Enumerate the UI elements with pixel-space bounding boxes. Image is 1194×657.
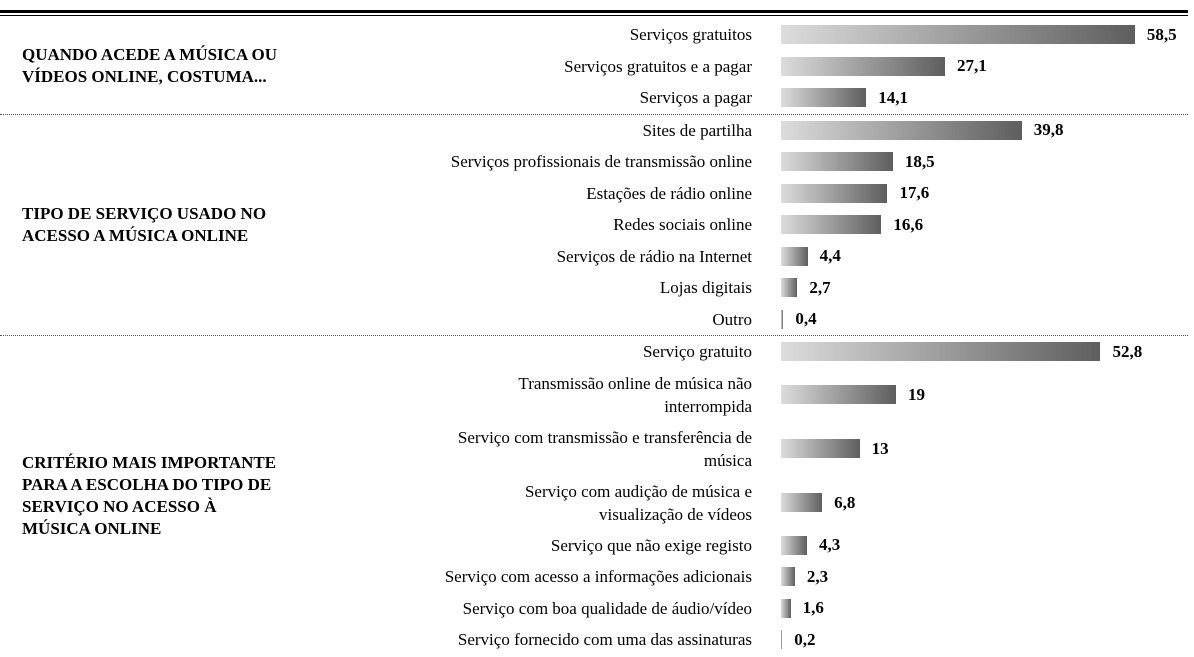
row: Lojas digitais 2,7 <box>282 272 1188 304</box>
bar <box>781 246 808 266</box>
category-label: Serviços a pagar <box>639 88 752 108</box>
bar <box>781 342 1101 362</box>
value-label: 19 <box>907 384 925 404</box>
value-label: 58,5 <box>1146 24 1177 44</box>
category-label: Serviços profissionais de transmissão on… <box>450 152 752 172</box>
value-label: 2,3 <box>806 566 829 586</box>
row: Sites de partilha 39,8 <box>282 115 1188 147</box>
rows: Serviço gratuito 52,8 Transmissão online d… <box>282 336 1188 656</box>
bar <box>781 385 896 404</box>
group-title: TIPO DE SERVIÇO USADO NO ACESSO A MÚSICA… <box>22 203 267 245</box>
value-label: 2,7 <box>809 277 831 297</box>
group-title: CRITÉRIO MAIS IMPORTANTE PARA A ESCOLHA … <box>22 452 277 538</box>
row: Serviços a pagar 14,1 <box>282 82 1188 114</box>
rows: Sites de partilha 39,8 Serviços profission… <box>282 115 1188 336</box>
row: Serviços gratuitos e a pagar 27,1 <box>282 51 1188 83</box>
category-label: Lojas digitais <box>659 278 752 298</box>
row: Serviço fornecido com uma das assinatura… <box>282 624 1188 656</box>
row: Estações de rádio online 17,6 <box>282 178 1188 210</box>
row: Transmissão online de música não interro… <box>282 368 1188 422</box>
value-label: 4,4 <box>819 246 841 266</box>
value-label: 6,8 <box>834 492 856 512</box>
group: CRITÉRIO MAIS IMPORTANTE PARA A ESCOLHA … <box>0 336 1188 656</box>
group: TIPO DE SERVIÇO USADO NO ACESSO A MÚSICA… <box>0 115 1188 336</box>
row: Serviço com boa qualidade de áudio/vídeo… <box>282 593 1188 625</box>
category-label: Serviço com transmissão e transferência … <box>457 427 752 470</box>
category-label: Outro <box>712 309 752 329</box>
value-label: 0,4 <box>795 309 817 329</box>
category-label: Serviços de rádio na Internet <box>556 246 752 266</box>
bar <box>781 493 823 512</box>
row: Redes sociais online 16,6 <box>282 209 1188 241</box>
bar <box>781 309 784 329</box>
bar <box>781 567 795 587</box>
value-label: 52,8 <box>1112 341 1143 361</box>
row: Serviços profissionais de transmissão on… <box>282 146 1188 178</box>
top-rule <box>0 10 1188 13</box>
value-label: 13 <box>871 438 889 458</box>
value-label: 18,5 <box>904 151 935 171</box>
groups: QUANDO ACEDE A MÚSICA OU VÍDEOS ONLINE, … <box>0 19 1188 656</box>
value-label: 27,1 <box>956 56 987 76</box>
category-label: Redes sociais online <box>613 215 752 235</box>
bar <box>781 120 1022 140</box>
category-label: Sites de partilha <box>642 120 752 140</box>
row: Serviços gratuitos 58,5 <box>282 19 1188 51</box>
category-label: Transmissão online de música não interro… <box>518 373 752 416</box>
value-label: 17,6 <box>899 183 930 203</box>
row: Serviço gratuito 52,8 <box>282 336 1188 368</box>
category-label: Serviços gratuitos <box>629 25 752 45</box>
value-label: 0,2 <box>794 629 816 649</box>
category-label: Serviço que não exige registo <box>550 535 752 555</box>
bar <box>781 56 945 76</box>
value-label: 16,6 <box>893 214 924 234</box>
bar <box>781 535 807 555</box>
bar <box>781 630 783 650</box>
row: Serviço com acesso a informações adicion… <box>282 561 1188 593</box>
bar <box>781 25 1135 45</box>
row: Serviços de rádio na Internet 4,4 <box>282 241 1188 273</box>
value-label: 1,6 <box>802 598 824 618</box>
bar <box>781 183 888 203</box>
bar <box>781 598 791 618</box>
category-label: Serviço fornecido com uma das assinatura… <box>457 630 752 650</box>
group-title: QUANDO ACEDE A MÚSICA OU VÍDEOS ONLINE, … <box>22 45 278 87</box>
category-label: Serviço com boa qualidade de áudio/vídeo <box>462 598 752 618</box>
group: QUANDO ACEDE A MÚSICA OU VÍDEOS ONLINE, … <box>0 19 1188 115</box>
category-label: Serviço gratuito <box>642 342 752 362</box>
category-label: Serviço com audição de música e visualiz… <box>524 481 752 524</box>
top-rule <box>0 15 1188 16</box>
value-label: 39,8 <box>1033 120 1064 140</box>
rows: Serviços gratuitos 58,5 Serviços gratuitos… <box>282 19 1188 114</box>
bar <box>781 88 867 108</box>
row: Outro 0,4 <box>282 304 1188 336</box>
value-label: 4,3 <box>819 535 841 555</box>
bar <box>781 439 860 458</box>
value-label: 14,1 <box>878 87 909 107</box>
row: Serviço com audição de música e visualiz… <box>282 476 1188 530</box>
category-label: Serviços gratuitos e a pagar <box>564 56 752 76</box>
bar <box>781 152 893 172</box>
bar <box>781 278 798 298</box>
category-label: Serviço com acesso a informações adicion… <box>444 567 752 587</box>
category-label: Estações de rádio online <box>586 183 752 203</box>
bar <box>781 215 882 235</box>
row: Serviço que não exige registo 4,3 <box>282 530 1188 562</box>
row: Serviço com transmissão e transferência … <box>282 422 1188 476</box>
